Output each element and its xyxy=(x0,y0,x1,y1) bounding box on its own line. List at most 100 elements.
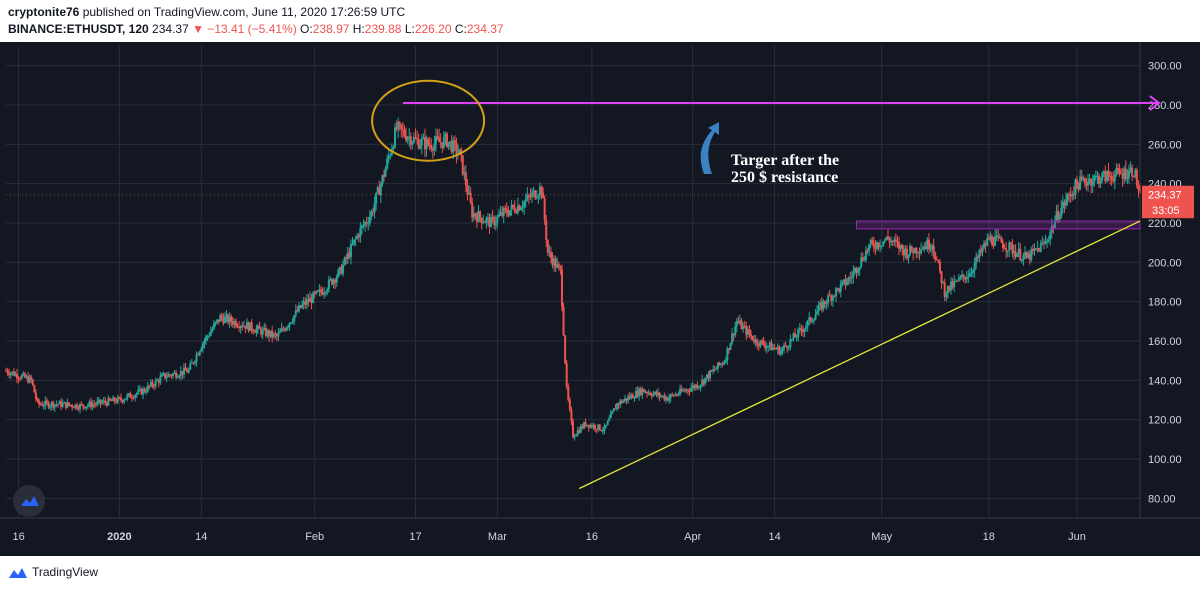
chart-area[interactable]: 300.00 280.00 260.00 240.00 220.00 200.00 180.… xyxy=(0,42,1200,556)
candle-body xyxy=(633,398,636,400)
candle-body xyxy=(1083,178,1086,183)
candle-body xyxy=(1082,178,1085,180)
candle-body xyxy=(916,252,919,254)
price-chart[interactable]: 300.00280.00260.00240.00220.00200.00180.… xyxy=(0,42,1200,556)
candle-body xyxy=(1087,181,1090,186)
candle-body xyxy=(227,314,230,323)
candle-body xyxy=(444,133,447,138)
candle-body xyxy=(230,316,233,322)
candle-body xyxy=(905,248,908,259)
candle-body xyxy=(773,347,776,349)
author-name[interactable]: cryptonite76 xyxy=(8,5,80,19)
candle-body xyxy=(1055,210,1058,221)
candle-body xyxy=(151,381,154,386)
candle-body xyxy=(405,135,408,141)
candle-body xyxy=(164,373,167,379)
symbol-label[interactable]: BINANCE:ETHUSDT, 120 xyxy=(8,22,149,36)
close-label: C: xyxy=(454,22,467,36)
candle-body xyxy=(666,397,669,401)
ohlc-legend: BINANCE:ETHUSDT, 120 234.37 ▼ −13.41 (−5… xyxy=(8,22,504,36)
candle-body xyxy=(175,372,178,378)
candle-body xyxy=(1091,181,1094,186)
candle-body xyxy=(1124,168,1127,180)
candle-body xyxy=(973,263,976,271)
candle-body xyxy=(1017,248,1020,254)
candle-body xyxy=(968,273,971,277)
candle-body xyxy=(17,378,20,380)
candle-body xyxy=(762,341,765,345)
candle-body xyxy=(1129,167,1132,171)
current-price-box xyxy=(1142,185,1194,204)
candle-body xyxy=(178,376,181,378)
candle-body xyxy=(389,155,392,157)
candle-body xyxy=(138,388,141,390)
candle-body xyxy=(305,299,308,305)
candle-body xyxy=(475,216,478,222)
tradingview-badge[interactable] xyxy=(13,485,45,517)
candle-body xyxy=(439,141,442,143)
candle-body xyxy=(664,397,667,400)
candle-body xyxy=(379,184,382,196)
candle-body xyxy=(318,289,321,292)
candle-body xyxy=(414,137,417,139)
candle-body xyxy=(798,328,801,330)
candle-body xyxy=(427,139,430,145)
candle-body xyxy=(482,222,485,224)
candle-body xyxy=(79,404,82,410)
candle-body xyxy=(93,404,96,406)
candle-body xyxy=(206,336,209,338)
candle-body xyxy=(1044,241,1047,244)
candle-body xyxy=(434,136,437,144)
candle-body xyxy=(209,331,212,336)
candle-body xyxy=(855,267,858,273)
candle-body xyxy=(351,243,354,245)
candle-body xyxy=(778,346,781,355)
candle-body xyxy=(701,379,704,385)
candle-body xyxy=(365,222,368,224)
countdown-box xyxy=(1142,202,1194,219)
candle-body xyxy=(797,329,800,337)
candle-body xyxy=(537,195,540,198)
candle-body xyxy=(622,400,625,403)
candle-body xyxy=(737,321,740,323)
candle-body xyxy=(356,235,359,239)
candle-body xyxy=(644,392,647,394)
candle-body xyxy=(534,190,537,199)
y-tick-label: 80.00 xyxy=(1148,493,1176,505)
candle-body xyxy=(116,397,119,403)
candle-body xyxy=(1110,176,1113,180)
candle-body xyxy=(274,333,277,335)
chart-header: cryptonite76 published on TradingView.co… xyxy=(0,0,1200,42)
tradingview-logo-icon[interactable] xyxy=(8,566,28,580)
candle-body xyxy=(86,405,89,407)
candle-body xyxy=(874,247,877,249)
candle-body xyxy=(827,295,830,304)
candle-body xyxy=(565,363,568,387)
candle-body xyxy=(11,371,14,374)
candle-body xyxy=(124,398,127,401)
candle-body xyxy=(182,367,185,375)
candle-body xyxy=(520,208,523,211)
candle-body xyxy=(1049,232,1052,240)
candle-body xyxy=(904,248,907,256)
candle-body xyxy=(192,362,195,364)
open-label: O: xyxy=(300,22,313,36)
tradingview-brand[interactable]: TradingView xyxy=(32,565,99,579)
candle-body xyxy=(586,424,589,426)
candle-body xyxy=(975,256,978,264)
candle-body xyxy=(409,136,412,145)
candle-body xyxy=(792,333,795,340)
candle-body xyxy=(568,399,571,410)
candle-body xyxy=(959,277,962,279)
candle-body xyxy=(1123,168,1126,179)
candle-body xyxy=(1137,185,1140,190)
candle-body xyxy=(68,402,70,405)
candle-body xyxy=(597,424,600,430)
candle-body xyxy=(776,346,779,350)
x-tick-label: 14 xyxy=(195,531,207,543)
candle-body xyxy=(595,429,598,431)
candle-body xyxy=(1035,248,1038,250)
candle-body xyxy=(469,192,472,203)
candle-body xyxy=(590,424,593,428)
candle-body xyxy=(364,222,367,226)
